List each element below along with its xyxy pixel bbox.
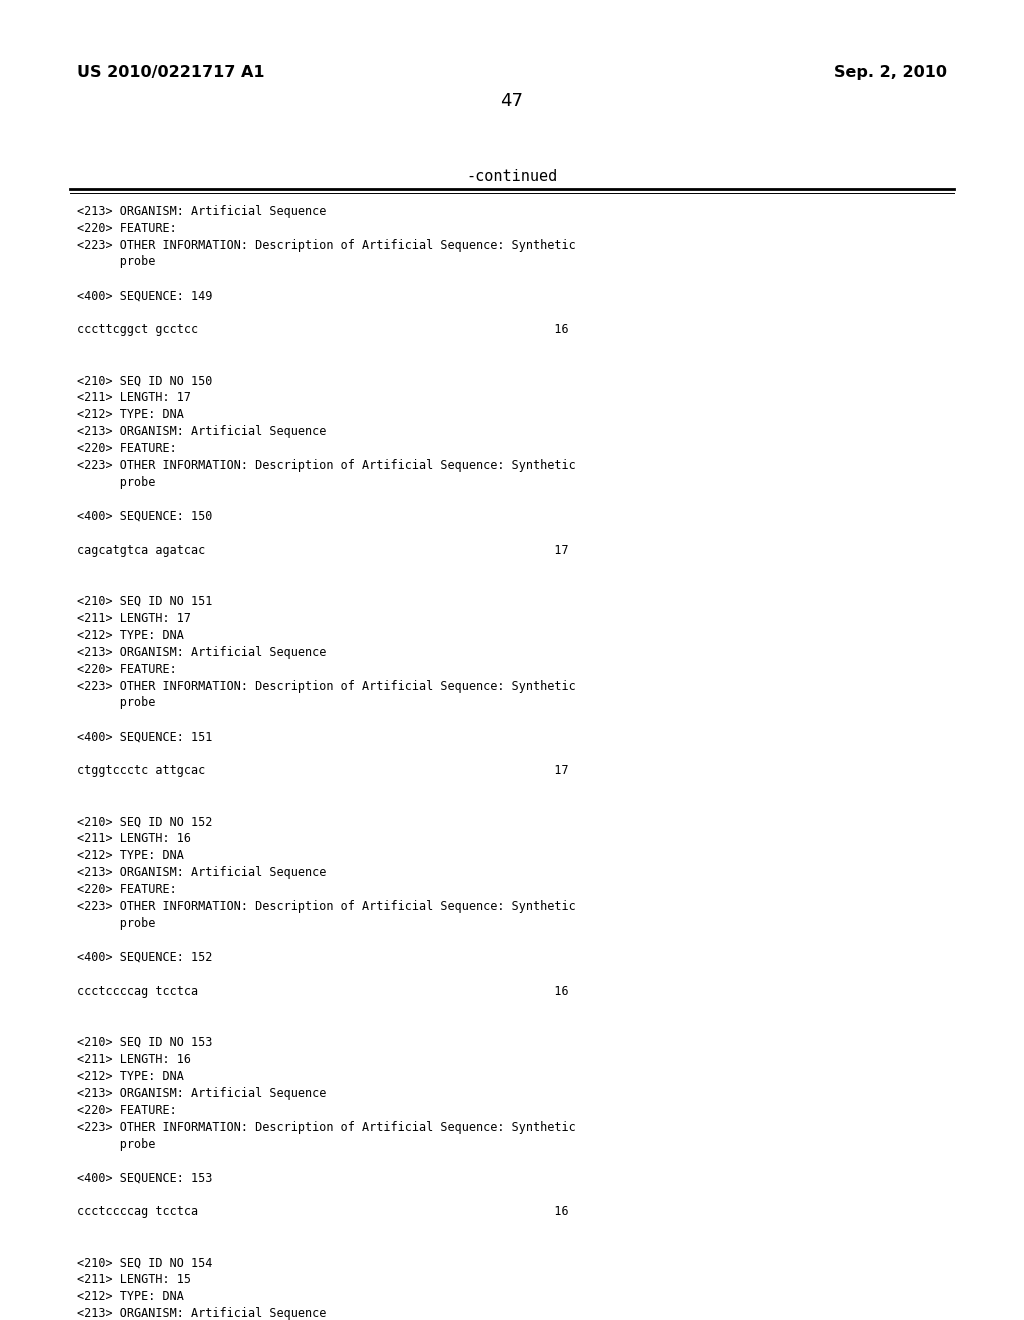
Text: <223> OTHER INFORMATION: Description of Artificial Sequence: Synthetic: <223> OTHER INFORMATION: Description of … [77,459,575,473]
Text: <223> OTHER INFORMATION: Description of Artificial Sequence: Synthetic: <223> OTHER INFORMATION: Description of … [77,900,575,913]
Text: Sep. 2, 2010: Sep. 2, 2010 [835,65,947,79]
Text: <213> ORGANISM: Artificial Sequence: <213> ORGANISM: Artificial Sequence [77,425,327,438]
Text: <211> LENGTH: 16: <211> LENGTH: 16 [77,1053,190,1065]
Text: probe: probe [77,1138,156,1151]
Text: <223> OTHER INFORMATION: Description of Artificial Sequence: Synthetic: <223> OTHER INFORMATION: Description of … [77,680,575,693]
Text: <223> OTHER INFORMATION: Description of Artificial Sequence: Synthetic: <223> OTHER INFORMATION: Description of … [77,239,575,252]
Text: US 2010/0221717 A1: US 2010/0221717 A1 [77,65,264,79]
Text: <210> SEQ ID NO 151: <210> SEQ ID NO 151 [77,595,212,607]
Text: <212> TYPE: DNA: <212> TYPE: DNA [77,408,183,421]
Text: probe: probe [77,697,156,709]
Text: <210> SEQ ID NO 153: <210> SEQ ID NO 153 [77,1036,212,1048]
Text: <213> ORGANISM: Artificial Sequence: <213> ORGANISM: Artificial Sequence [77,205,327,218]
Text: <213> ORGANISM: Artificial Sequence: <213> ORGANISM: Artificial Sequence [77,645,327,659]
Text: <211> LENGTH: 16: <211> LENGTH: 16 [77,832,190,845]
Text: <210> SEQ ID NO 150: <210> SEQ ID NO 150 [77,375,212,387]
Text: <400> SEQUENCE: 153: <400> SEQUENCE: 153 [77,1171,212,1184]
Text: 47: 47 [501,92,523,111]
Text: <211> LENGTH: 17: <211> LENGTH: 17 [77,611,190,624]
Text: <400> SEQUENCE: 152: <400> SEQUENCE: 152 [77,950,212,964]
Text: <213> ORGANISM: Artificial Sequence: <213> ORGANISM: Artificial Sequence [77,1307,327,1320]
Text: <400> SEQUENCE: 150: <400> SEQUENCE: 150 [77,510,212,523]
Text: <220> FEATURE:: <220> FEATURE: [77,222,176,235]
Text: probe: probe [77,917,156,931]
Text: <223> OTHER INFORMATION: Description of Artificial Sequence: Synthetic: <223> OTHER INFORMATION: Description of … [77,1121,575,1134]
Text: <213> ORGANISM: Artificial Sequence: <213> ORGANISM: Artificial Sequence [77,1086,327,1100]
Text: <220> FEATURE:: <220> FEATURE: [77,1104,176,1117]
Text: <211> LENGTH: 15: <211> LENGTH: 15 [77,1274,190,1286]
Text: <220> FEATURE:: <220> FEATURE: [77,442,176,455]
Text: <211> LENGTH: 17: <211> LENGTH: 17 [77,391,190,404]
Text: <212> TYPE: DNA: <212> TYPE: DNA [77,1290,183,1303]
Text: <212> TYPE: DNA: <212> TYPE: DNA [77,849,183,862]
Text: ccctccccag tcctca                                                  16: ccctccccag tcctca 16 [77,1205,568,1218]
Text: cagcatgtca agatcac                                                 17: cagcatgtca agatcac 17 [77,544,568,557]
Text: -continued: -continued [466,169,558,183]
Text: <213> ORGANISM: Artificial Sequence: <213> ORGANISM: Artificial Sequence [77,866,327,879]
Text: <210> SEQ ID NO 152: <210> SEQ ID NO 152 [77,816,212,828]
Text: probe: probe [77,256,156,268]
Text: <212> TYPE: DNA: <212> TYPE: DNA [77,1069,183,1082]
Text: <400> SEQUENCE: 151: <400> SEQUENCE: 151 [77,730,212,743]
Text: ccctccccag tcctca                                                  16: ccctccccag tcctca 16 [77,985,568,998]
Text: <220> FEATURE:: <220> FEATURE: [77,883,176,896]
Text: <400> SEQUENCE: 149: <400> SEQUENCE: 149 [77,289,212,302]
Text: ctggtccctc attgcac                                                 17: ctggtccctc attgcac 17 [77,764,568,777]
Text: <220> FEATURE:: <220> FEATURE: [77,663,176,676]
Text: <212> TYPE: DNA: <212> TYPE: DNA [77,628,183,642]
Text: cccttcggct gcctcc                                                  16: cccttcggct gcctcc 16 [77,323,568,337]
Text: probe: probe [77,477,156,488]
Text: <210> SEQ ID NO 154: <210> SEQ ID NO 154 [77,1257,212,1270]
